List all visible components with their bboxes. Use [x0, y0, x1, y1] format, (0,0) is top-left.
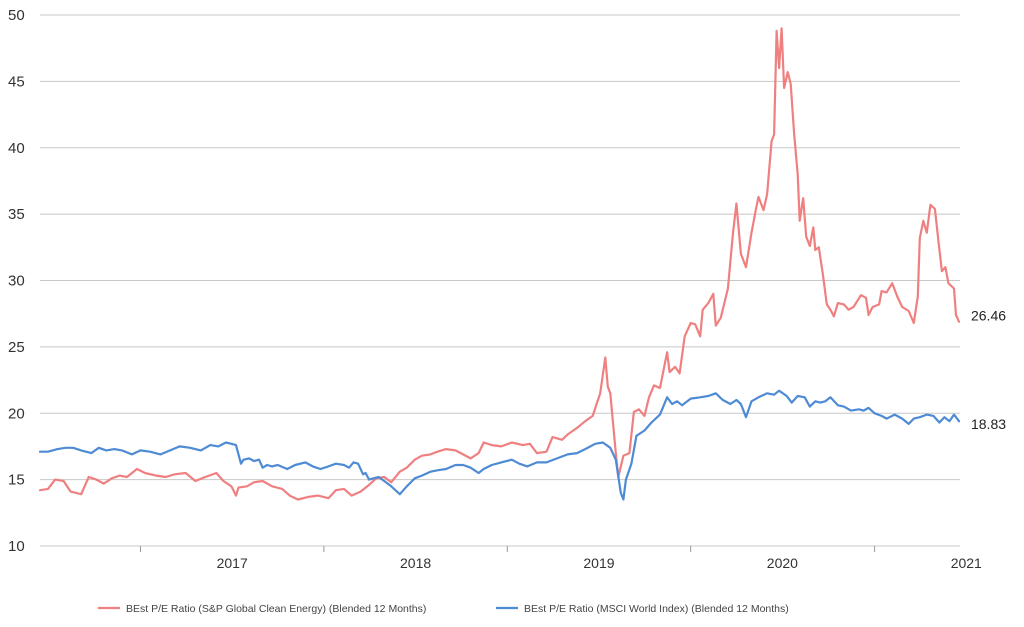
y-tick-label: 20: [8, 405, 25, 422]
y-tick-label: 10: [8, 538, 25, 555]
series-line-msci-world: [38, 389, 961, 501]
last-value-label-msci-world: 18.83: [971, 416, 1006, 432]
series-lines: [38, 27, 961, 501]
legend-entry-label: BEst P/E Ratio (MSCI World Index) (Blend…: [524, 603, 789, 615]
x-axis: 2017 2018 2019 2020 2021: [139, 546, 982, 571]
series-line-clean-energy: [38, 27, 961, 501]
gridlines: [40, 14, 960, 547]
y-tick-label: 25: [8, 339, 25, 356]
y-tick-label: 15: [8, 472, 25, 489]
last-value-labels: 26.46 18.83: [971, 308, 1006, 433]
y-tick-label: 30: [8, 273, 25, 290]
x-tick-label: 2017: [217, 555, 248, 571]
x-tick-label: 2021: [951, 555, 982, 571]
y-axis: 10 15 20 25 30 35 40 45 50: [8, 7, 25, 555]
legend-entry-label: BEst P/E Ratio (S&P Global Clean Energy)…: [126, 603, 426, 615]
x-tick-label: 2019: [583, 555, 614, 571]
y-tick-label: 50: [8, 7, 25, 24]
y-tick-label: 40: [8, 140, 25, 157]
last-value-label-clean-energy: 26.46: [971, 308, 1006, 324]
x-tick-label: 2018: [400, 555, 431, 571]
legend: BEst P/E Ratio (S&P Global Clean Energy)…: [98, 603, 789, 615]
x-tick-label: 2020: [767, 555, 798, 571]
y-tick-label: 45: [8, 73, 25, 90]
y-tick-label: 35: [8, 206, 25, 223]
